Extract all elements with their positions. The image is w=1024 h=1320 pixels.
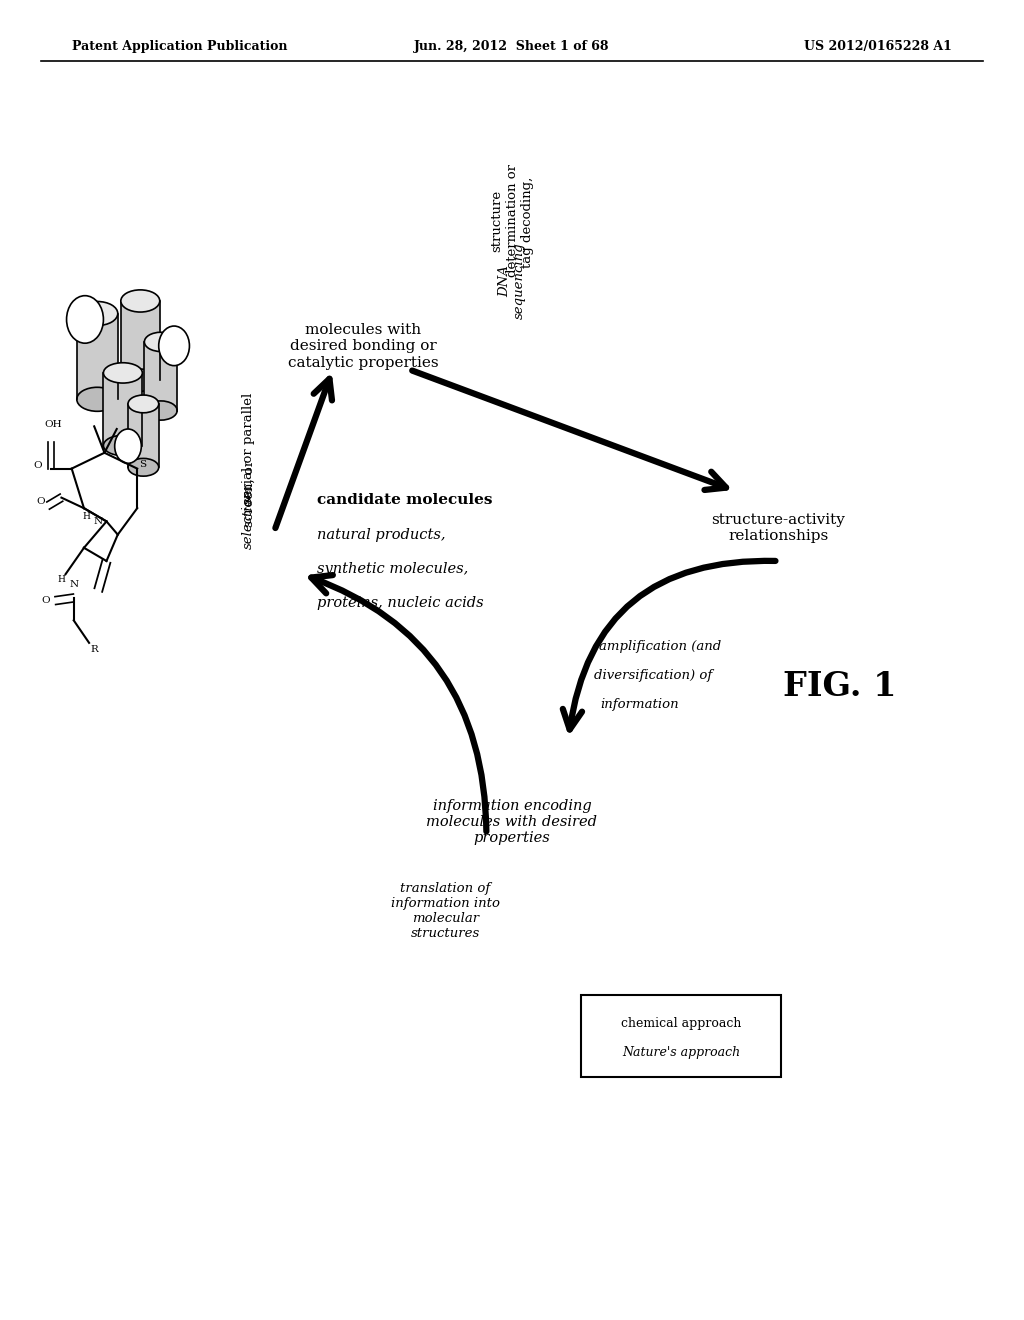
Text: FIG. 1: FIG. 1	[783, 671, 896, 702]
Ellipse shape	[121, 290, 160, 312]
Bar	[128, 404, 159, 467]
Ellipse shape	[128, 395, 159, 413]
Text: Patent Application Publication: Patent Application Publication	[72, 41, 287, 53]
Ellipse shape	[77, 301, 118, 326]
Ellipse shape	[103, 436, 142, 455]
Text: selection: selection	[243, 488, 255, 549]
Circle shape	[115, 429, 141, 463]
Text: structure
determination or
tag decoding,: structure determination or tag decoding,	[490, 164, 534, 277]
Bar	[103, 372, 142, 446]
Text: information: information	[601, 698, 679, 711]
Text: O: O	[37, 498, 45, 506]
Text: screen, or: screen, or	[243, 455, 255, 527]
Bar	[121, 301, 160, 380]
Text: serial or parallel: serial or parallel	[243, 393, 255, 504]
Text: natural products,: natural products,	[317, 528, 445, 541]
Ellipse shape	[128, 458, 159, 477]
Text: H: H	[57, 576, 66, 583]
Text: candidate molecules: candidate molecules	[317, 494, 493, 507]
Text: proteins, nucleic acids: proteins, nucleic acids	[317, 597, 484, 610]
Ellipse shape	[144, 401, 177, 420]
Text: synthetic molecules,: synthetic molecules,	[317, 562, 469, 576]
Text: DNA
sequencing: DNA sequencing	[498, 243, 526, 319]
Text: information encoding
molecules with desired
properties: information encoding molecules with desi…	[427, 799, 597, 845]
Text: US 2012/0165228 A1: US 2012/0165228 A1	[805, 41, 952, 53]
Text: R: R	[90, 645, 98, 653]
Text: structure-activity
relationships: structure-activity relationships	[712, 513, 845, 543]
Ellipse shape	[144, 333, 177, 351]
FancyBboxPatch shape	[581, 995, 781, 1077]
Circle shape	[67, 296, 103, 343]
Text: amplification (and: amplification (and	[599, 640, 722, 653]
Text: N: N	[94, 517, 102, 525]
Ellipse shape	[121, 370, 160, 391]
Ellipse shape	[103, 363, 142, 383]
Text: S: S	[139, 461, 145, 469]
Text: molecules with
desired bonding or
catalytic properties: molecules with desired bonding or cataly…	[288, 323, 439, 370]
Bar	[77, 314, 118, 399]
Circle shape	[159, 326, 189, 366]
Ellipse shape	[77, 387, 118, 412]
Text: Jun. 28, 2012  Sheet 1 of 68: Jun. 28, 2012 Sheet 1 of 68	[415, 41, 609, 53]
Text: Nature's approach: Nature's approach	[622, 1045, 740, 1059]
Text: O: O	[42, 597, 50, 605]
Bar	[144, 342, 177, 411]
Text: O: O	[34, 462, 42, 470]
Text: H: H	[82, 512, 90, 520]
Text: N: N	[70, 581, 78, 589]
Text: OH: OH	[44, 420, 62, 429]
Text: chemical approach: chemical approach	[621, 1016, 741, 1030]
Text: diversification) of: diversification) of	[594, 669, 713, 682]
Text: translation of
information into
molecular
structures: translation of information into molecula…	[391, 882, 500, 940]
